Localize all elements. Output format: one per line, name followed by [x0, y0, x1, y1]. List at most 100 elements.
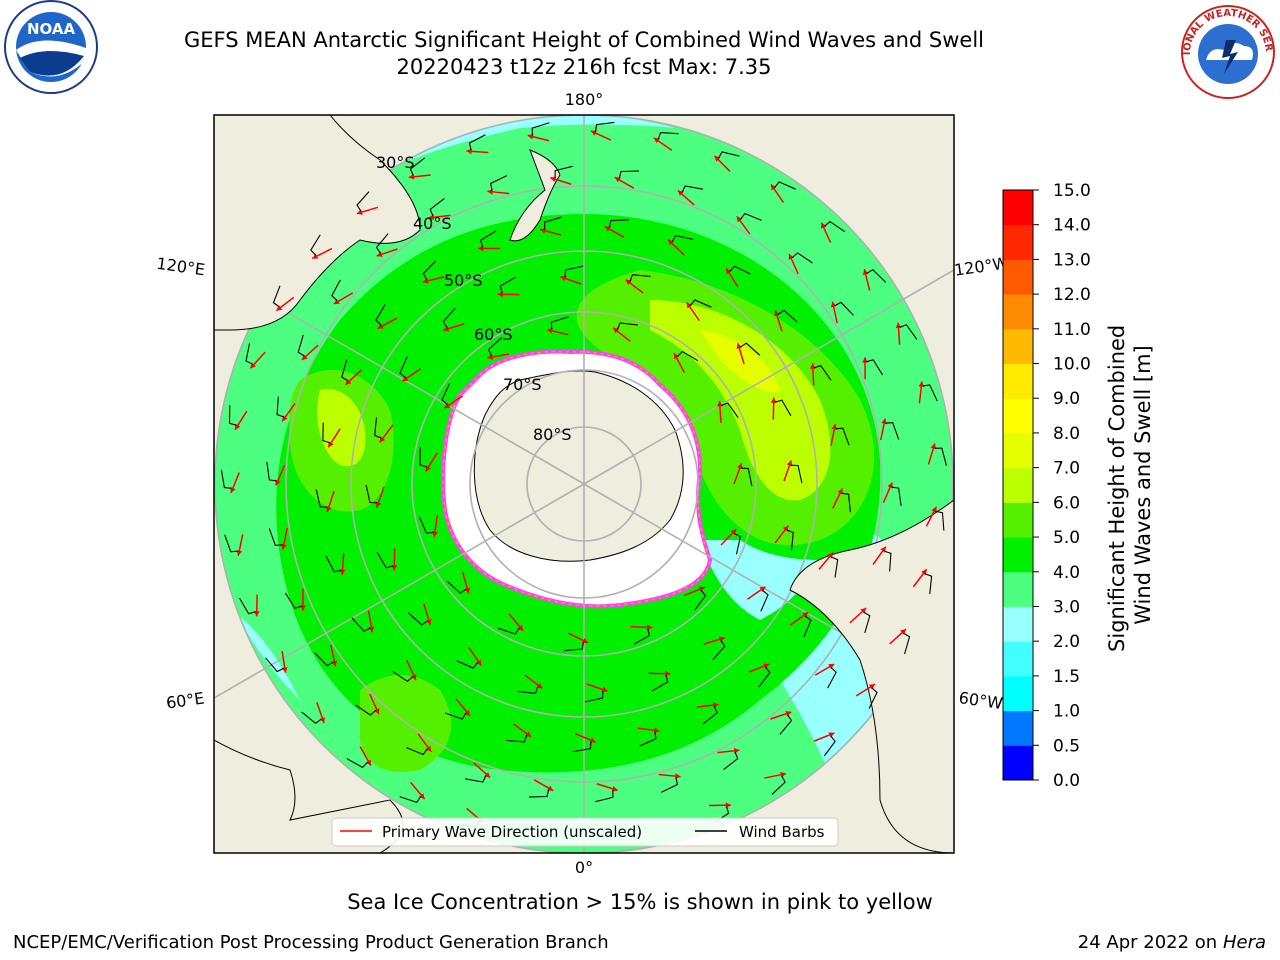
colorbar-label: Significant Height of Combined Wind Wave…	[1105, 318, 1155, 652]
wave-arrow-head	[763, 663, 770, 669]
wave-arrow-head	[464, 709, 470, 716]
wind-barb	[418, 516, 434, 534]
legend-wind-barbs: Wind Barbs	[739, 823, 825, 841]
wave-arrow-head	[759, 586, 766, 593]
wave-arrow-head	[686, 302, 693, 309]
wind-barb	[616, 322, 638, 330]
footer-credit: NCEP/EMC/Verification Post Processing Pr…	[13, 932, 609, 953]
wind-barb	[718, 151, 740, 159]
wave-arrow-head	[837, 488, 843, 495]
wind-barb	[276, 396, 284, 418]
footer-date: 24 Apr 2022 on Hera	[1077, 932, 1266, 953]
wave-arrow-head	[930, 443, 937, 450]
wave-arrow-head	[276, 305, 283, 311]
wind-barb	[827, 667, 837, 689]
wave-arrow-head	[376, 251, 383, 258]
wave-arrow-head	[235, 423, 241, 430]
wind-barb	[356, 191, 370, 212]
wave-arrow-head	[464, 587, 471, 594]
wind-barb	[694, 589, 707, 611]
wind-barb	[487, 337, 503, 356]
colorbar-tick-label: 7.0	[1053, 459, 1080, 479]
wind-barb	[935, 510, 945, 531]
wave-arrow-head	[230, 487, 236, 493]
wind-barb	[786, 529, 794, 551]
wave-arrow-head	[785, 710, 792, 717]
lon-label-120e: 120°E	[155, 254, 206, 280]
wind-barb	[456, 660, 478, 669]
wind-barb	[633, 628, 651, 645]
colorbar-segment	[1003, 675, 1033, 712]
wind-barb	[866, 269, 887, 283]
wave-arrow-head	[377, 323, 384, 329]
wave-arrow-head	[478, 245, 484, 252]
wind-barb	[550, 316, 569, 330]
wave-arrow-head	[786, 460, 793, 467]
wind-barb	[554, 165, 573, 178]
lat-label-70s: 70°S	[503, 375, 542, 394]
wind-barb	[733, 532, 742, 555]
colorbar-tick-label: 14.0	[1053, 216, 1091, 236]
colorbar-segment	[1003, 328, 1033, 365]
map-title: GEFS MEAN Antarctic Significant Height o…	[183, 28, 985, 52]
colorbar-segment	[1003, 606, 1033, 642]
wave-arrow-head	[582, 637, 589, 644]
wind-barb	[771, 775, 786, 795]
wind-barb	[429, 197, 445, 217]
colorbar-tick-label: 3.0	[1053, 597, 1080, 617]
wave-arrow-head	[550, 176, 557, 182]
wave-arrow-head	[425, 745, 432, 752]
wind-barb	[266, 462, 277, 482]
wave-arrow-head	[931, 506, 937, 513]
wind-barb	[791, 464, 803, 484]
nws-logo: NATIONAL WEATHER SERVICE	[1176, 0, 1275, 99]
wave-arrow-head	[546, 327, 553, 334]
wave-arrow-head	[770, 184, 777, 191]
wind-barb	[314, 652, 334, 667]
wind-barb	[712, 640, 726, 661]
wave-arrow-head	[698, 586, 705, 592]
wave-arrow-head	[736, 216, 743, 223]
colorbar: 0.0 0.5 1.0 1.5 2.0 3.0 4.0 5.0 6.0 7.0 8.0 9.0 10.0…	[1002, 181, 1091, 791]
wave-arrow-head	[719, 636, 725, 643]
lat-label-80s: 80°S	[533, 425, 572, 444]
wave-arrow-head	[881, 418, 887, 425]
wave-arrow-head	[788, 253, 794, 260]
wind-barb	[741, 467, 753, 487]
wave-arrow-head	[301, 354, 308, 360]
wind-barb	[723, 751, 739, 771]
wind-barb	[677, 350, 699, 362]
wave-arrow-head	[887, 482, 893, 489]
wave-arrow-head	[275, 479, 281, 486]
colorbar-tick-label: 9.0	[1053, 389, 1080, 409]
map-frame	[213, 114, 955, 854]
wave-arrow-head	[402, 375, 409, 382]
wave-arrow-head	[444, 402, 451, 409]
wave-arrow-head	[236, 550, 243, 556]
wave-arrow-head	[770, 397, 777, 403]
wind-barb	[407, 612, 428, 626]
wave-arrow-head	[560, 275, 567, 282]
wave-arrow-head	[539, 227, 546, 234]
wave-arrow-head	[365, 759, 371, 766]
colorbar-segment	[1003, 190, 1033, 226]
wind-barb	[924, 573, 933, 595]
south-america	[789, 499, 954, 853]
wind-barb	[572, 741, 592, 753]
wind-barb	[399, 356, 408, 378]
wind-barb	[803, 615, 812, 638]
wind-barb	[376, 551, 394, 569]
wind-barb	[442, 307, 456, 328]
wave-arrow-head	[326, 506, 332, 512]
colorbar-tick-label: 10.0	[1053, 355, 1091, 375]
wave-arrow-head	[547, 785, 554, 791]
wave-arrow-head	[673, 353, 680, 360]
wind-barb	[331, 279, 341, 301]
wind-barb	[899, 324, 918, 340]
wave-arrow-head	[356, 209, 363, 215]
colorbar-tick-label: 1.0	[1053, 702, 1080, 722]
colorbar-tick-label: 13.0	[1053, 250, 1091, 270]
wind-barb	[922, 384, 938, 402]
wind-barb	[543, 216, 562, 230]
colorbar-segment	[1003, 745, 1033, 781]
